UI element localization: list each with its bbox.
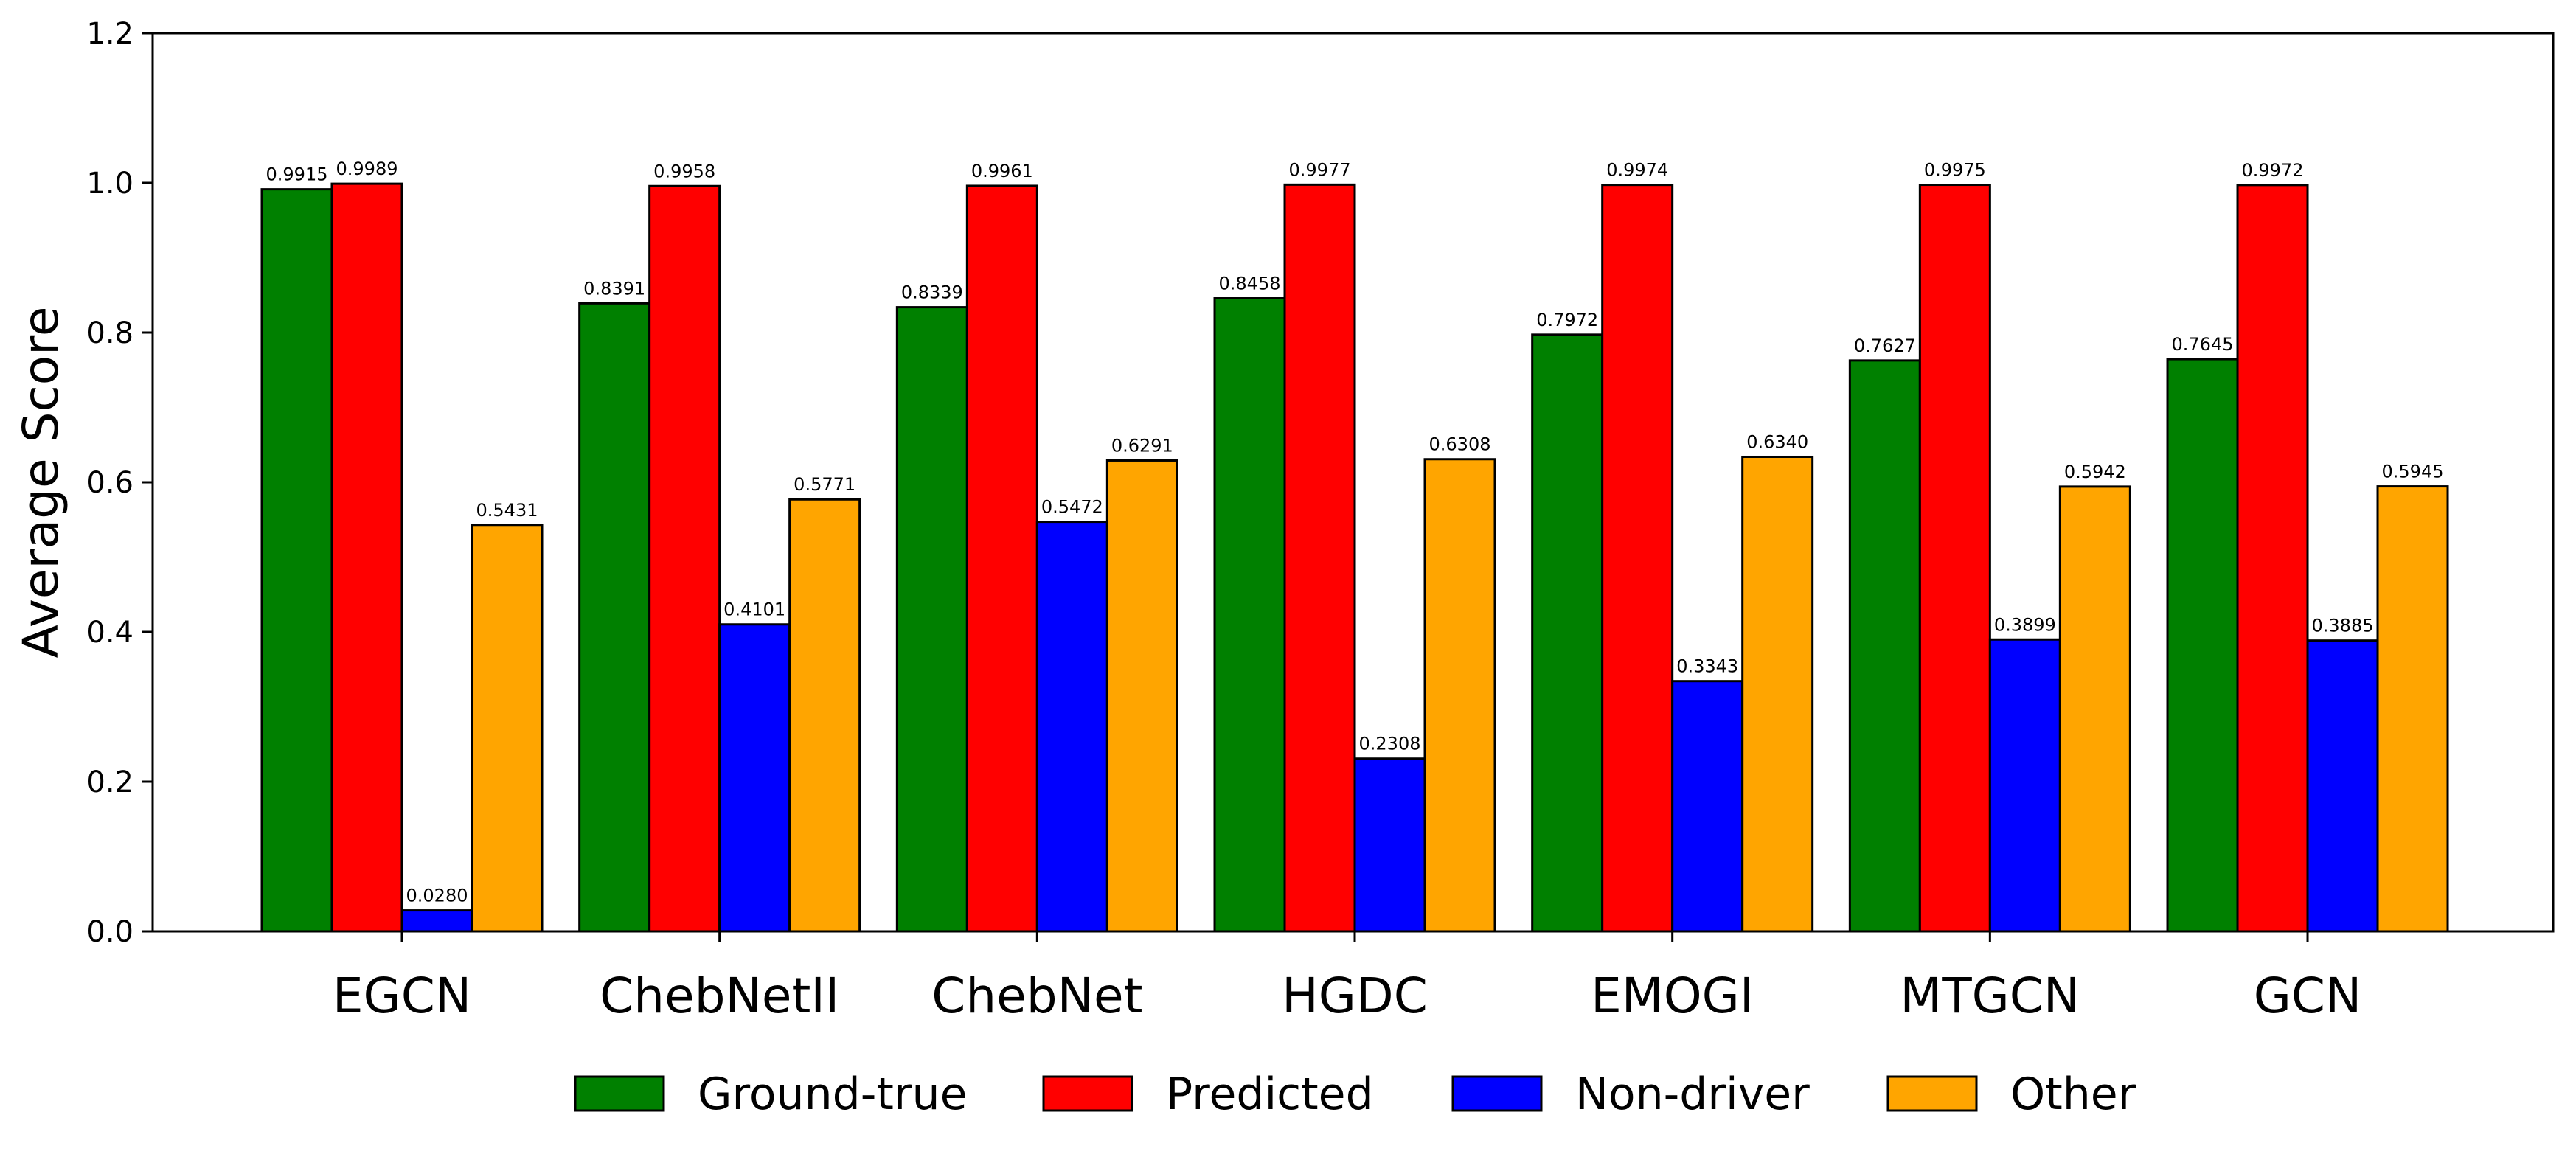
legend-swatch-ground-true xyxy=(574,1075,665,1112)
data-label: 0.4101 xyxy=(723,600,785,620)
legend-swatch-other xyxy=(1886,1075,1978,1112)
y-tick-label: 1.0 xyxy=(86,167,133,201)
legend-label-predicted: Predicted xyxy=(1166,1069,1374,1120)
data-label: 0.9972 xyxy=(2242,160,2304,181)
data-label: 0.9961 xyxy=(971,161,1033,181)
bar-predicted-chebnetii xyxy=(648,184,721,933)
bar-other-mtgcn xyxy=(2058,485,2131,933)
y-tick-label: 0.0 xyxy=(86,915,133,949)
x-tick-label: ChebNet xyxy=(931,967,1142,1024)
bar-non-driver-gcn xyxy=(2306,639,2379,933)
data-label: 0.9989 xyxy=(336,159,398,179)
data-label: 0.6291 xyxy=(1111,435,1173,456)
legend-label-ground-true: Ground-true xyxy=(698,1069,967,1120)
data-label: 0.7627 xyxy=(1854,336,1916,356)
y-tick-label: 0.8 xyxy=(86,316,133,350)
bar-predicted-egcn xyxy=(330,182,403,933)
data-label: 0.5771 xyxy=(794,474,855,495)
data-label: 0.8391 xyxy=(583,278,645,299)
data-label: 0.5472 xyxy=(1041,497,1103,518)
bar-ground-true-chebnetii xyxy=(578,302,651,933)
y-tick-label: 0.6 xyxy=(86,466,133,500)
x-tick-label: HGDC xyxy=(1282,967,1428,1024)
bar-ground-true-mtgcn xyxy=(1848,359,1921,933)
x-tick-label: EGCN xyxy=(333,967,471,1024)
bar-ground-true-egcn xyxy=(260,188,333,933)
legend-label-other: Other xyxy=(2010,1069,2136,1120)
bar-non-driver-chebnet xyxy=(1035,521,1108,933)
data-label: 0.5431 xyxy=(476,500,538,521)
data-label: 0.2308 xyxy=(1359,734,1421,754)
bar-other-chebnet xyxy=(1105,459,1178,933)
bar-predicted-gcn xyxy=(2236,184,2309,933)
data-label: 0.5945 xyxy=(2382,462,2444,482)
legend-label-non-driver: Non-driver xyxy=(1575,1069,1810,1120)
bar-predicted-chebnet xyxy=(965,184,1038,933)
y-tick-label: 1.2 xyxy=(86,17,133,51)
data-label: 0.9974 xyxy=(1606,160,1668,181)
data-label: 0.7972 xyxy=(1536,310,1598,330)
bar-ground-true-chebnet xyxy=(895,306,968,933)
data-label: 0.0280 xyxy=(406,886,468,906)
data-label: 0.5942 xyxy=(2064,462,2126,482)
data-label: 0.3899 xyxy=(1994,614,2056,635)
legend-swatch-non-driver xyxy=(1451,1075,1543,1112)
bar-ground-true-emogi xyxy=(1531,333,1604,933)
data-label: 0.6340 xyxy=(1746,431,1808,452)
bar-other-egcn xyxy=(471,524,544,933)
data-label: 0.3343 xyxy=(1676,656,1738,677)
data-label: 0.7645 xyxy=(2172,334,2234,355)
bar-other-emogi xyxy=(1741,455,1814,933)
bar-non-driver-mtgcn xyxy=(1988,638,2061,933)
bar-other-chebnetii xyxy=(788,498,861,933)
y-tick-label: 0.2 xyxy=(86,765,133,799)
bar-non-driver-emogi xyxy=(1671,680,1744,933)
bar-ground-true-hgdc xyxy=(1213,297,1286,933)
data-label: 0.9977 xyxy=(1289,159,1351,180)
x-tick-label: ChebNetII xyxy=(600,967,839,1024)
bar-predicted-mtgcn xyxy=(1918,184,1991,933)
bar-other-gcn xyxy=(2376,485,2449,933)
x-tick-label: GCN xyxy=(2254,967,2362,1024)
data-label: 0.8458 xyxy=(1219,274,1281,294)
data-label: 0.6308 xyxy=(1429,434,1491,455)
x-tick-label: EMOGI xyxy=(1591,967,1754,1024)
data-label: 0.3885 xyxy=(2312,616,2374,636)
bar-non-driver-hgdc xyxy=(1353,757,1426,933)
bar-other-hgdc xyxy=(1423,458,1496,933)
data-label: 0.9975 xyxy=(1924,160,1986,181)
y-tick-label: 0.4 xyxy=(86,616,133,650)
data-label: 0.9915 xyxy=(266,164,328,185)
bar-non-driver-egcn xyxy=(400,909,473,933)
data-label: 0.9958 xyxy=(653,161,715,181)
data-label: 0.8339 xyxy=(901,282,963,303)
bar-predicted-emogi xyxy=(1601,184,1674,933)
y-axis-title: Average Score xyxy=(13,307,69,659)
bar-predicted-hgdc xyxy=(1283,183,1356,933)
bar-ground-true-gcn xyxy=(2166,358,2239,933)
legend-swatch-predicted xyxy=(1042,1075,1133,1112)
x-tick-label: MTGCN xyxy=(1900,967,2080,1024)
bar-non-driver-chebnetii xyxy=(718,623,791,933)
